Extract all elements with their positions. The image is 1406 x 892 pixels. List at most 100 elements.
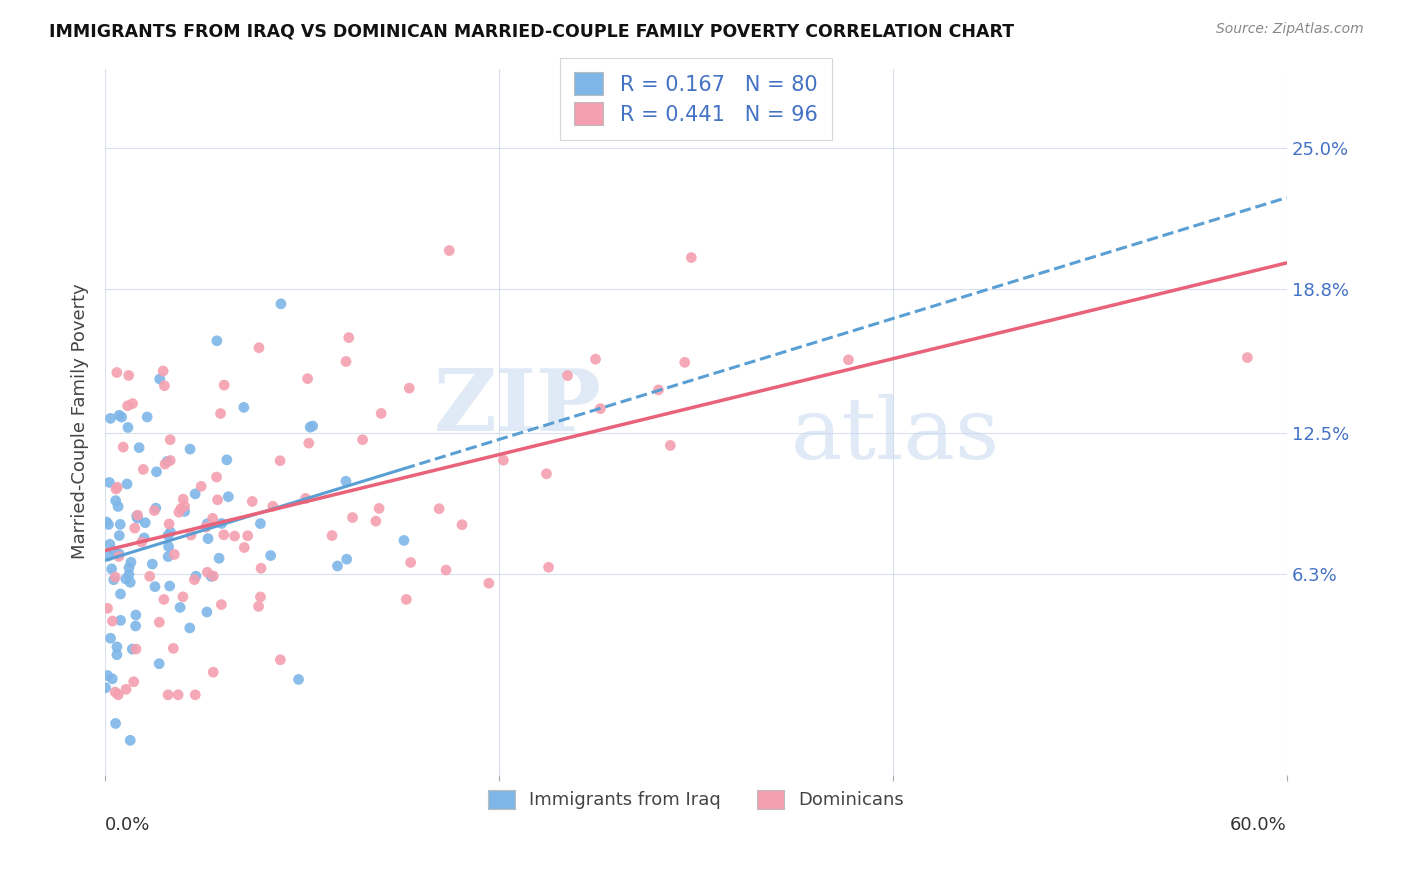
Point [837,352,859,367]
Point [97,549,120,563]
Point [107,688,129,702]
Point [127,508,149,523]
Text: ZIP: ZIP [433,366,602,450]
Point [157,540,180,554]
Point [111,410,134,425]
Point [172,590,194,604]
Point [101,614,124,628]
Text: IMMIGRANTS FROM IRAQ VS DOMINICAN MARRIED-COUPLE FAMILY POVERTY CORRELATION CHAR: IMMIGRANTS FROM IRAQ VS DOMINICAN MARRIE… [49,22,1014,40]
Point [269,653,291,667]
Point [128,441,150,455]
Point [156,528,179,542]
Point [195,516,218,531]
Point [125,607,148,622]
Point [211,516,233,531]
Point [236,529,259,543]
Point [117,420,139,434]
Point [173,504,195,518]
Point [148,657,170,671]
Point [195,605,218,619]
Point [157,688,180,702]
Point [270,297,292,311]
Point [131,535,153,549]
Point [197,532,219,546]
Point [125,509,148,524]
Point [172,492,194,507]
Point [249,516,271,531]
Point [104,570,127,584]
Point [169,600,191,615]
Point [94,681,117,695]
Point [157,516,180,531]
Point [368,501,391,516]
Point [673,355,696,369]
Point [212,528,235,542]
Point [108,549,131,564]
Point [478,576,501,591]
Point [143,503,166,517]
Point [108,528,131,542]
Point [110,587,132,601]
Point [205,470,228,484]
Point [439,244,461,258]
Point [195,520,218,534]
Point [100,631,122,645]
Point [217,490,239,504]
Point [100,562,122,576]
Point [98,537,121,551]
Point [184,487,207,501]
Point [127,511,149,525]
Point [301,419,323,434]
Point [392,533,415,548]
Point [138,569,160,583]
Point [115,682,138,697]
Point [110,613,132,627]
Point [104,685,127,699]
Point [122,674,145,689]
Point [104,716,127,731]
Point [108,409,131,423]
Point [112,440,135,454]
Point [1236,351,1258,365]
Text: 0.0%: 0.0% [105,815,150,833]
Point [120,733,142,747]
Point [125,642,148,657]
Point [145,501,167,516]
Point [153,457,176,471]
Point [434,563,457,577]
Point [247,341,270,355]
Text: atlas: atlas [790,394,1000,477]
Point [118,560,141,574]
Point [287,673,309,687]
Point [97,668,120,682]
Point [190,479,212,493]
Point [399,556,422,570]
Point [427,501,450,516]
Point [398,381,420,395]
Point [370,406,392,420]
Point [134,531,156,545]
Point [115,572,138,586]
Point [232,401,254,415]
Point [202,665,225,680]
Point [118,368,141,383]
Point [335,474,357,488]
Point [97,517,120,532]
Point [249,590,271,604]
Point [159,579,181,593]
Point [207,492,229,507]
Point [96,515,118,529]
Point [233,541,256,555]
Point [118,567,141,582]
Point [105,648,128,662]
Point [136,409,159,424]
Point [184,688,207,702]
Point [149,372,172,386]
Point [337,330,360,344]
Point [159,433,181,447]
Point [395,592,418,607]
Point [294,491,316,506]
Point [647,383,669,397]
Point [110,517,132,532]
Point [159,525,181,540]
